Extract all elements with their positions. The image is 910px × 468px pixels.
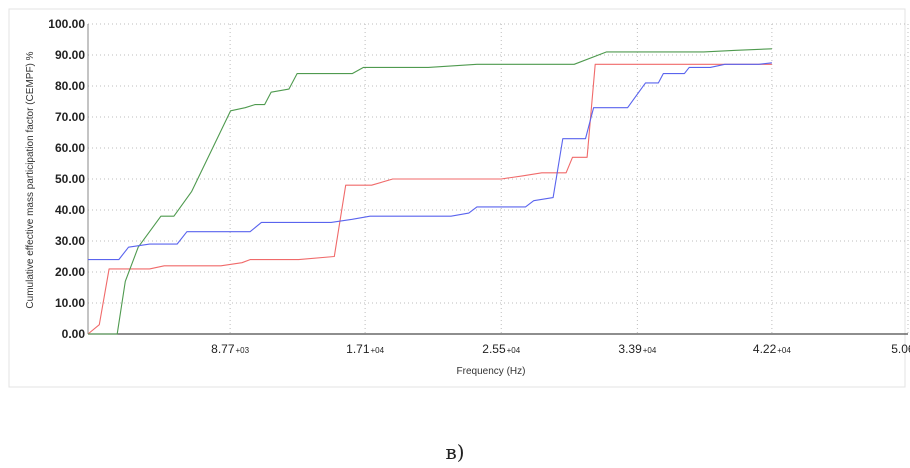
chart-container: 0.00 10.00 20.00 30.00 40.00 50.00 60.00 70.00 8… bbox=[8, 8, 910, 420]
x-tick-labels: 8.77+031.71+042.55+043.39+044.22+045.06+… bbox=[211, 342, 910, 356]
x-tick-label: 5.06+0 bbox=[891, 342, 910, 356]
x-tick-mantissa: 4.22 bbox=[753, 342, 777, 356]
x-tick-mantissa: 8.77 bbox=[211, 342, 235, 356]
y-tick-label: 100.00 bbox=[48, 17, 85, 31]
x-tick-exponent: +03 bbox=[236, 346, 250, 355]
series-line-x bbox=[87, 63, 772, 335]
x-tick-mantissa: 5.06 bbox=[891, 342, 910, 356]
x-tick-exponent: +04 bbox=[507, 346, 521, 355]
x-tick-label: 4.22+04 bbox=[753, 342, 791, 356]
y-tick-label: 80.00 bbox=[55, 79, 85, 93]
y-tick-label: 40.00 bbox=[55, 203, 85, 217]
series-lines bbox=[87, 48, 772, 335]
figure-caption: в) bbox=[445, 440, 465, 464]
cempf-line-chart: 0.00 10.00 20.00 30.00 40.00 50.00 60.00 70.00 8… bbox=[8, 8, 910, 420]
y-axis-label: Cumulative effective mass participation … bbox=[25, 51, 36, 308]
x-tick-exponent: +04 bbox=[777, 346, 791, 355]
y-tick-label: 0.00 bbox=[62, 327, 86, 341]
x-tick-label: 1.71+04 bbox=[346, 342, 384, 356]
y-tick-label: 20.00 bbox=[55, 265, 85, 279]
x-tick-mantissa: 1.71 bbox=[346, 342, 370, 356]
series-line-y bbox=[88, 48, 772, 335]
y-tick-label: 30.00 bbox=[55, 234, 85, 248]
x-tick-exponent: +04 bbox=[643, 346, 657, 355]
x-tick-label: 3.39+04 bbox=[618, 342, 656, 356]
y-tick-label: 50.00 bbox=[55, 172, 85, 186]
y-tick-label: 60.00 bbox=[55, 141, 85, 155]
chart-panel bbox=[8, 8, 906, 388]
x-tick-exponent: +04 bbox=[371, 346, 385, 355]
x-tick-mantissa: 3.39 bbox=[618, 342, 642, 356]
x-tick-label: 8.77+03 bbox=[211, 342, 249, 356]
x-tick-mantissa: 2.55 bbox=[482, 342, 506, 356]
y-tick-label: 90.00 bbox=[55, 48, 85, 62]
x-tick-label: 2.55+04 bbox=[482, 342, 520, 356]
y-tick-label: 10.00 bbox=[55, 296, 85, 310]
y-tick-labels: 0.00 10.00 20.00 30.00 40.00 50.00 60.00 70.00 8… bbox=[48, 17, 85, 341]
grid bbox=[88, 23, 909, 334]
axes bbox=[87, 24, 908, 335]
y-tick-label: 70.00 bbox=[55, 110, 85, 124]
x-axis-label: Frequency (Hz) bbox=[457, 366, 526, 377]
series-line-z bbox=[88, 62, 772, 261]
